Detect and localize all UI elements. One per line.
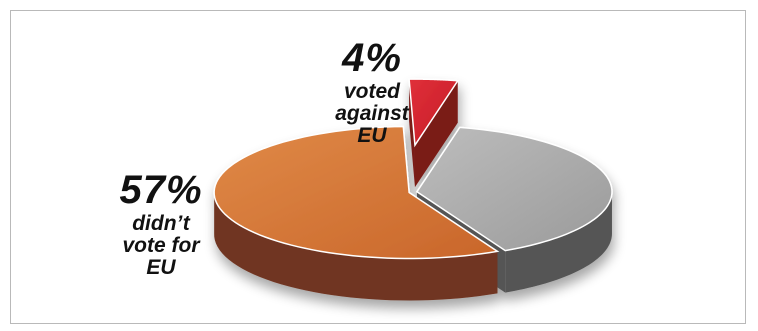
slice-inner-wall-voted_against — [414, 80, 458, 188]
label-voted-against-line2: against — [335, 102, 409, 125]
label-didnt-vote-for-line3: EU — [146, 256, 176, 279]
label-didnt-vote-for-percent: 57% — [119, 168, 203, 212]
pie-slice-voted_against — [408, 78, 460, 148]
label-voted-against: 4% voted against EU — [322, 38, 422, 147]
label-didnt-vote-for-line1: didn’t — [132, 212, 190, 235]
pie-slices — [213, 78, 613, 301]
pie-slice-didnt_vote_for — [213, 125, 500, 260]
slice-side-other — [505, 191, 612, 293]
label-voted-against-line3: EU — [357, 124, 387, 147]
label-didnt-vote-for-line2: vote for — [122, 234, 200, 257]
pie-slice-other — [415, 126, 613, 252]
slice-side-didnt_vote_for — [214, 191, 498, 301]
label-didnt-vote-for: 57% didn’t vote for EU — [106, 170, 216, 279]
slice-inner-wall-voted_against — [409, 79, 415, 188]
label-voted-against-line1: voted — [343, 80, 400, 103]
label-voted-against-percent: 4% — [342, 36, 402, 80]
